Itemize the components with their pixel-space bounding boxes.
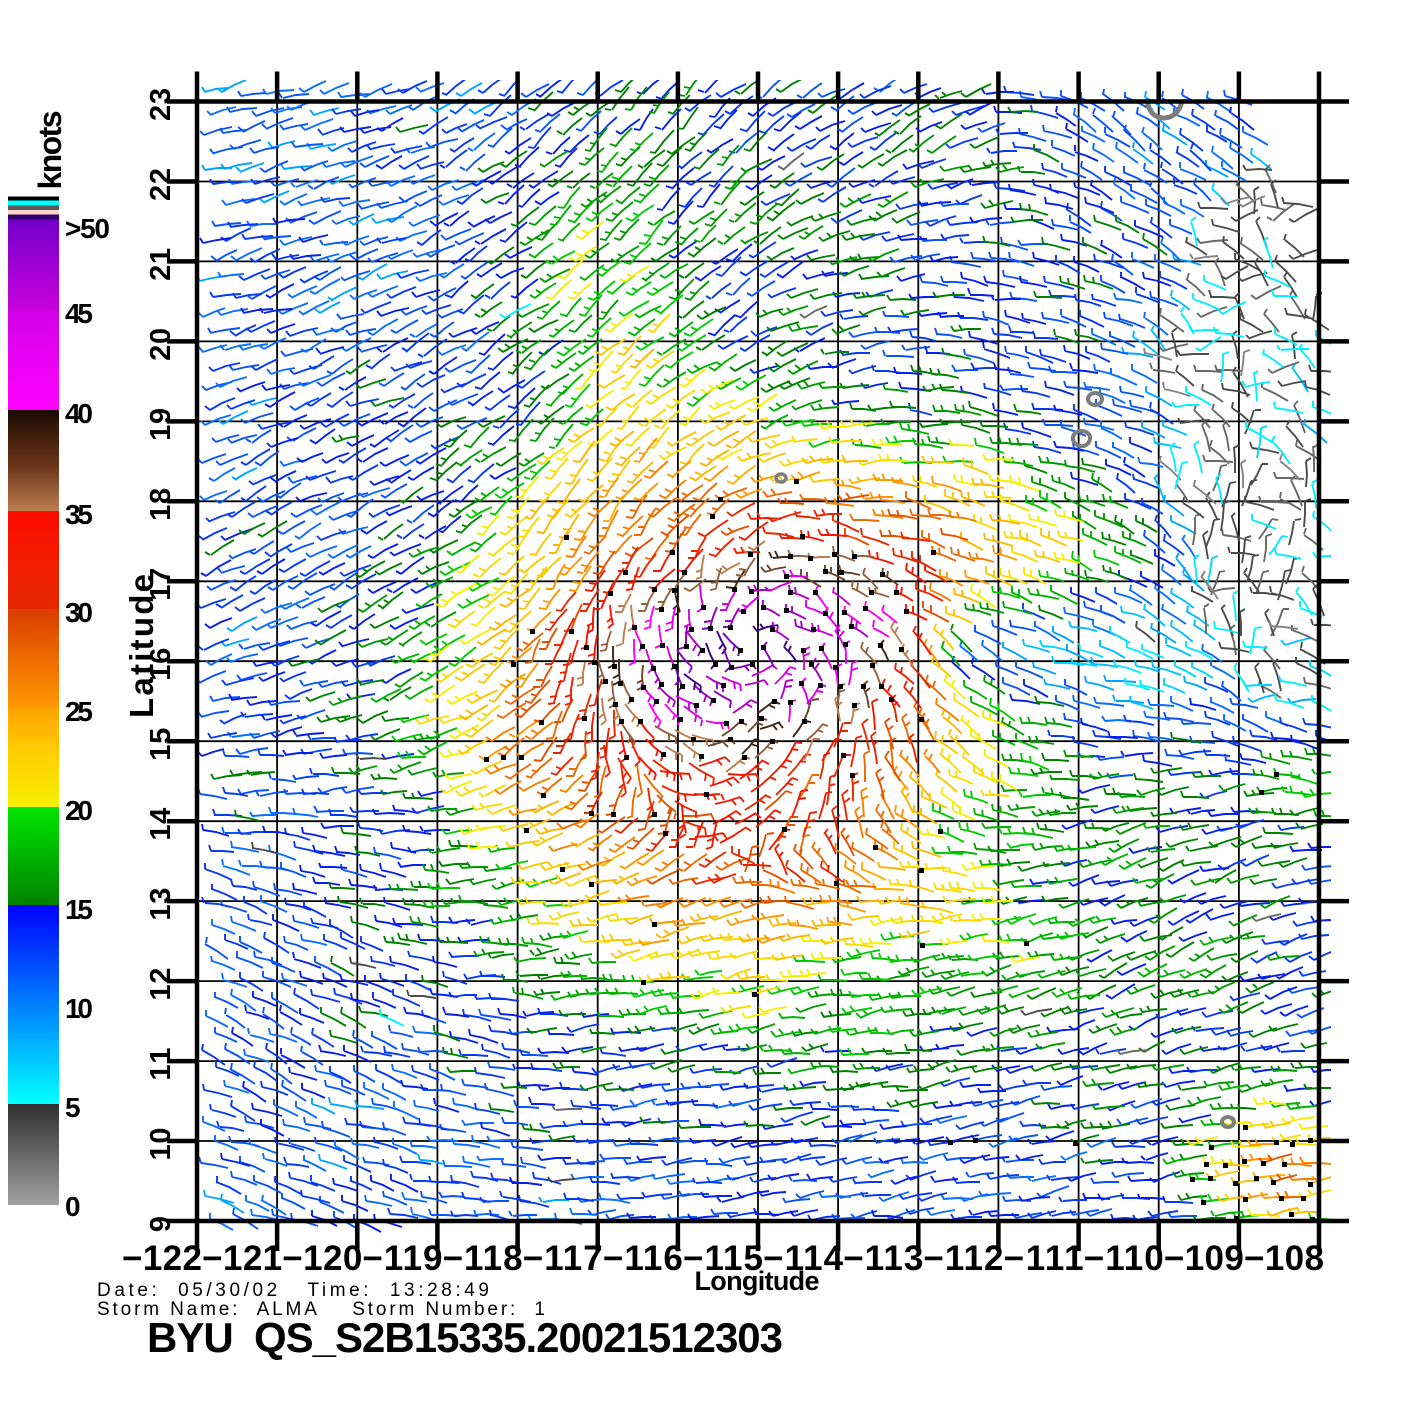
svg-text:23: 23: [145, 88, 177, 121]
svg-text:Latitude: Latitude: [123, 574, 160, 718]
svg-text:9: 9: [145, 1216, 177, 1232]
svg-text:45: 45: [65, 298, 93, 329]
svg-text:−108: −108: [1244, 1239, 1324, 1278]
svg-text:Longitude: Longitude: [695, 1266, 820, 1296]
svg-text:−120: −120: [282, 1239, 362, 1278]
svg-text:5: 5: [65, 1092, 81, 1123]
svg-text:>50: >50: [65, 213, 110, 244]
svg-text:0: 0: [65, 1191, 81, 1222]
svg-text:17: 17: [145, 568, 177, 601]
svg-text:18: 18: [145, 488, 177, 521]
svg-text:13: 13: [145, 888, 177, 921]
svg-text:−111: −111: [1004, 1239, 1084, 1278]
svg-text:BYU QS_S2B15335.20021512303: BYU QS_S2B15335.20021512303: [147, 1314, 783, 1361]
svg-text:−122: −122: [122, 1239, 202, 1278]
svg-text:Storm Name: ALMA Storm Num: Storm Name: ALMA Storm Number: 1: [97, 1299, 545, 1320]
svg-text:−109: −109: [1164, 1239, 1244, 1278]
svg-text:14: 14: [145, 808, 177, 841]
svg-text:10: 10: [145, 1128, 177, 1161]
svg-text:15: 15: [145, 728, 177, 761]
svg-text:15: 15: [65, 894, 93, 925]
svg-text:16: 16: [145, 648, 177, 681]
svg-text:25: 25: [65, 696, 93, 727]
svg-text:35: 35: [65, 499, 93, 530]
svg-text:12: 12: [145, 968, 177, 1001]
svg-text:20: 20: [65, 795, 93, 826]
svg-text:20: 20: [145, 328, 177, 361]
svg-text:22: 22: [145, 168, 177, 201]
svg-text:−121: −121: [202, 1239, 282, 1278]
svg-text:19: 19: [145, 408, 177, 441]
svg-text:40: 40: [65, 398, 93, 429]
svg-text:11: 11: [145, 1048, 177, 1081]
svg-text:Date: 05/30/02 Time: 13:28: Date: 05/30/02 Time: 13:28:49: [97, 1280, 489, 1301]
svg-text:30: 30: [65, 597, 93, 628]
svg-text:10: 10: [65, 993, 93, 1024]
svg-text:21: 21: [145, 248, 177, 281]
svg-text:knots: knots: [32, 111, 68, 190]
svg-text:−114: −114: [763, 1239, 844, 1278]
